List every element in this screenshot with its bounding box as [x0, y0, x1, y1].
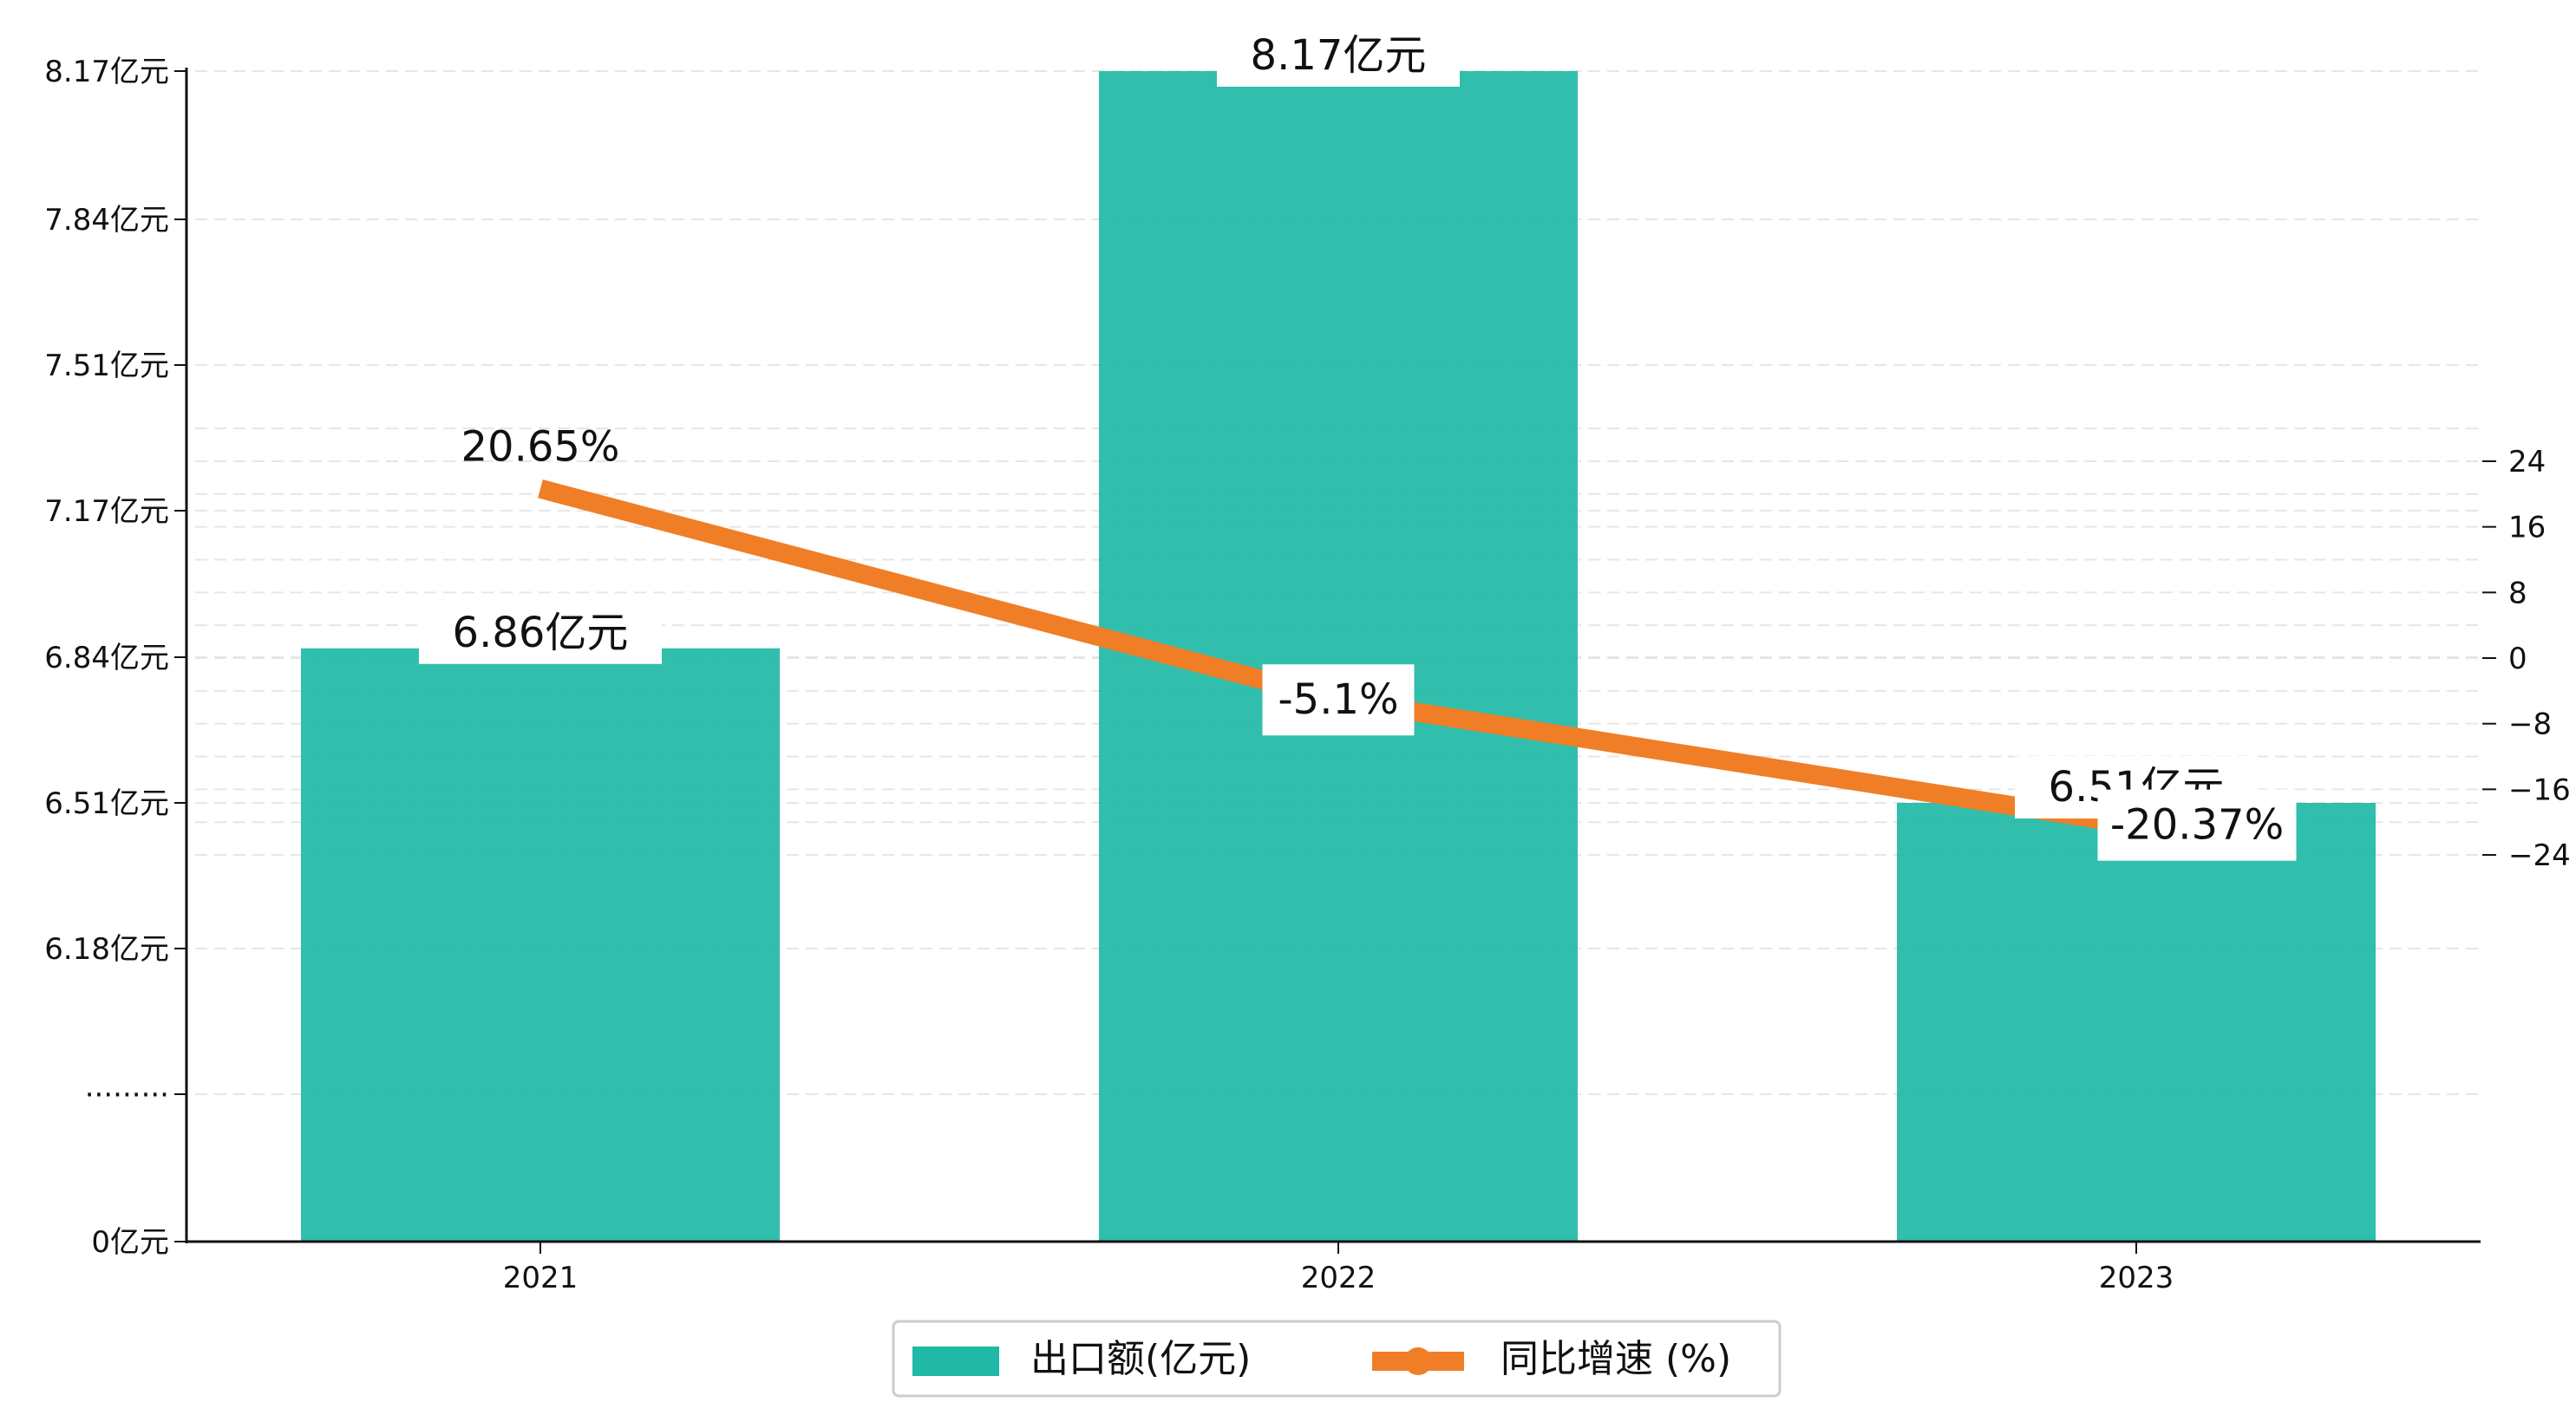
right-tick-label: −8	[2508, 708, 2552, 742]
x-tick-label: 2021	[503, 1261, 579, 1295]
legend-swatch-bar	[912, 1347, 999, 1376]
left-tick-label: ·········	[85, 1078, 169, 1112]
x-tick-label: 2022	[1301, 1261, 1376, 1295]
legend-label-bar: 出口额(亿元)	[1030, 1337, 1251, 1381]
left-tick-label: 8.17亿元	[44, 55, 169, 89]
axis-layer: 0亿元 ········· 6.18亿元 6.51亿元 6.84亿元 7.17亿元 7.51…	[44, 55, 2570, 1295]
right-tick-label: 24	[2508, 445, 2546, 479]
x-tick-label: 2023	[2099, 1261, 2174, 1295]
right-tick-label: 8	[2508, 576, 2527, 610]
bar-value-label: 8.17亿元	[1251, 31, 1427, 80]
bar-layer	[301, 71, 2376, 1242]
bar-value-label-box	[419, 601, 662, 664]
growth-value-label: -5.1%	[1278, 675, 1398, 724]
left-tick-label: 0亿元	[91, 1225, 169, 1260]
growth-value-label-box	[2097, 789, 2297, 861]
legend: 出口额(亿元) 同比增速 (%)	[892, 1320, 1782, 1398]
right-tick-label: 16	[2508, 511, 2546, 545]
bar-2023	[1897, 803, 2376, 1242]
legend-swatch-marker	[1404, 1347, 1432, 1375]
bar-2021	[301, 648, 780, 1242]
growth-value-label: -20.37%	[2110, 801, 2284, 850]
left-tick-label: 7.84亿元	[44, 203, 169, 238]
growth-value-label: 20.65%	[461, 423, 619, 472]
right-tick-label: −24	[2508, 838, 2571, 873]
left-tick-label: 6.84亿元	[44, 641, 169, 675]
left-tick-label: 6.18亿元	[44, 932, 169, 967]
growth-value-label-box	[1262, 664, 1415, 736]
right-tick-label: −16	[2508, 773, 2571, 807]
bar-value-label: 6.86亿元	[453, 609, 629, 657]
left-tick-label: 6.51亿元	[44, 786, 169, 821]
right-tick-label: 0	[2508, 642, 2527, 676]
bar-value-label-box	[1217, 24, 1460, 87]
legend-label-line: 同比增速 (%)	[1500, 1337, 1731, 1381]
left-tick-label: 7.17亿元	[44, 494, 169, 529]
legend-frame	[892, 1320, 1782, 1398]
left-tick-label: 7.51亿元	[44, 349, 169, 383]
